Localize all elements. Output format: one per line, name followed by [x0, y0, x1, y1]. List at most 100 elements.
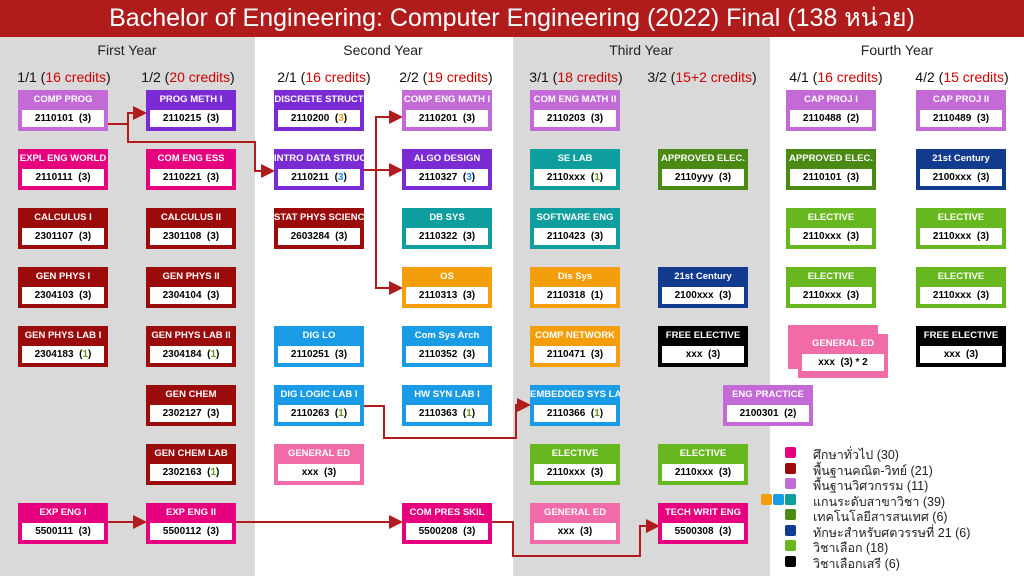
- course-box-elective: ELECTIVE 2110xxx (3): [786, 267, 876, 308]
- course-box-cap-proj-ii: CAP PROJ II 2110489 (3): [916, 90, 1006, 131]
- course-name: TECH WRIT ENG: [665, 507, 741, 518]
- legend-label: ศึกษาทั่วไป (30): [813, 448, 899, 462]
- course-box-gen-phys-i: GEN PHYS I 2304103 (3): [18, 267, 108, 308]
- course-name: CAP PROJ II: [932, 94, 990, 105]
- course-code-number: 2304183: [34, 349, 74, 360]
- semester-number: 4/2: [915, 69, 935, 85]
- semester-number: 3/1: [529, 69, 549, 85]
- semester-label-3-2: 3/2 (15+2 credits): [647, 69, 757, 85]
- course-name: ELECTIVE: [807, 212, 855, 223]
- course-code-number: 2110xxx: [932, 290, 972, 301]
- course-code-number: 5500112: [162, 526, 202, 537]
- course-credit: 1: [466, 408, 472, 419]
- legend-label: วิชาเลือกเสรี (6): [813, 556, 900, 571]
- course-credit: 3: [466, 349, 472, 360]
- course-code: 2301107 (3): [22, 228, 104, 245]
- course-code: xxx (3) * 2: [802, 354, 884, 371]
- legend-label: แกนระดับสาขาวิชา (39): [813, 494, 946, 509]
- course-box-gen-chem-lab: GEN CHEM LAB 2302163 (1): [146, 444, 236, 485]
- course-code: xxx (3): [534, 523, 616, 540]
- course-credit: 1: [594, 290, 600, 301]
- semester-credits: 18 credits: [557, 69, 619, 85]
- course-code-number: 2100xxx: [674, 290, 714, 301]
- course-box-calculus-ii: CALCULUS II 2301108 (3): [146, 208, 236, 249]
- course-credit: 1: [594, 408, 600, 419]
- course-box-free-elective: FREE ELECTIVE xxx (3): [916, 326, 1006, 367]
- semester-label-1-1: 1/1 (16 credits): [17, 69, 111, 85]
- course-code-number: 2110488: [802, 113, 842, 124]
- course-name: COM ENG MATH II: [533, 94, 617, 105]
- course-name: ELECTIVE: [937, 271, 985, 282]
- course-credit: 3: [850, 172, 856, 183]
- course-code-number: 2110xxx: [802, 231, 842, 242]
- course-code-number: 2110xxx: [674, 467, 714, 478]
- course-code-number: 2110366: [546, 408, 586, 419]
- course-code-number: 2302127: [162, 408, 202, 419]
- course-code-number: 5500111: [35, 526, 74, 537]
- course-name: CALCULUS I: [34, 212, 92, 223]
- semester-number: 1/2: [141, 69, 161, 85]
- course-box-tech-writ-eng: TECH WRIT ENG 5500308 (3): [658, 503, 748, 544]
- course-name: STAT PHYS SCIENCE: [274, 212, 364, 223]
- course-credit: 3: [338, 231, 345, 242]
- course-box-elective: ELECTIVE 2110xxx (3): [916, 208, 1006, 249]
- course-name: GEN CHEM: [165, 389, 217, 400]
- course-name: DIG LOGIC LAB I: [280, 389, 358, 400]
- course-code: 2110200 (3): [278, 110, 360, 127]
- course-box-dig-logic-lab-i: DIG LOGIC LAB I 2110263 (1): [274, 385, 364, 426]
- course-box-gen-phys-lab-i: GEN PHYS LAB I 2304183 (1): [18, 326, 108, 367]
- year-label-1: First Year: [97, 42, 157, 58]
- course-name: SE LAB: [557, 153, 593, 164]
- course-code-number: 2110471: [546, 349, 586, 360]
- course-code-number: 2110215: [162, 113, 202, 124]
- course-credit: 3: [466, 172, 472, 183]
- course-name: GENERAL ED: [543, 507, 607, 518]
- legend-swatch: [785, 447, 796, 458]
- course-code-number: 2110xxx: [802, 290, 842, 301]
- semester-credits: 16 credits: [305, 69, 367, 85]
- course-credit: 3: [594, 467, 600, 478]
- course-name: GENERAL ED: [811, 338, 875, 349]
- course-code: 2302163 (1): [150, 464, 232, 481]
- year-label-2: Second Year: [343, 42, 423, 58]
- course-name: FREE ELECTIVE: [923, 330, 999, 341]
- legend-swatch: [785, 555, 796, 567]
- course-box-exp-eng-ii: EXP ENG II 5500112 (3): [146, 503, 236, 544]
- semester-label-3-1: 3/1 (18 credits): [529, 69, 623, 85]
- course-code: xxx (3): [920, 346, 1002, 363]
- course-code-number: 2110211: [291, 172, 330, 183]
- course-box-gen-phys-ii: GEN PHYS II 2304104 (3): [146, 267, 236, 308]
- course-code-number: 2110489: [932, 113, 972, 124]
- page-title: Bachelor of Engineering: Computer Engine…: [0, 0, 1024, 37]
- course-code-number: 2302163: [162, 467, 202, 478]
- course-name: DB SYS: [429, 212, 465, 223]
- legend-label: พื้นฐานคณิต-วิทย์ (21): [813, 463, 933, 478]
- course-name: COMP NETWORK: [534, 330, 616, 341]
- legend-label: วิชาเลือก (18): [813, 541, 889, 555]
- course-code-number: 2110xxx: [546, 172, 586, 183]
- course-name: ALGO DESIGN: [413, 153, 481, 164]
- course-credit: 3: [722, 290, 729, 301]
- course-code: 5500111 (3): [22, 523, 104, 540]
- course-code: 2301108 (3): [150, 228, 232, 245]
- course-credit: 1: [594, 172, 600, 183]
- course-code: 2110yyy (3): [662, 169, 744, 186]
- semester-credits: 15 credits: [943, 69, 1005, 85]
- course-code: 2110xxx (1): [534, 169, 616, 186]
- semester-number: 3/2: [647, 69, 667, 85]
- course-credit: 3: [466, 526, 473, 537]
- course-box-gen-phys-lab-ii: GEN PHYS LAB II 2304184 (1): [146, 326, 236, 367]
- course-box-21st-century: 21st Century 2100xxx (3): [658, 267, 748, 308]
- legend-label: ทักษะสำหรับศตวรรษที่ 21 (6): [813, 525, 971, 540]
- course-name: ELECTIVE: [937, 212, 985, 223]
- course-credit: 3: [466, 113, 472, 124]
- semester-label-4-2: 4/2 (15 credits): [915, 69, 1009, 85]
- course-credit: 3: [337, 172, 344, 183]
- course-box-comp-network: COMP NETWORK 2110471 (3): [530, 326, 620, 367]
- course-code: 5500308 (3): [662, 523, 744, 540]
- course-box-21st-century: 21st Century 2100xxx (3): [916, 149, 1006, 190]
- course-credit: 3) * 2: [843, 357, 868, 368]
- course-code: 2304103 (3): [22, 287, 104, 304]
- course-code-number: 2110327: [418, 172, 458, 183]
- course-code-number: 2110221: [162, 172, 202, 183]
